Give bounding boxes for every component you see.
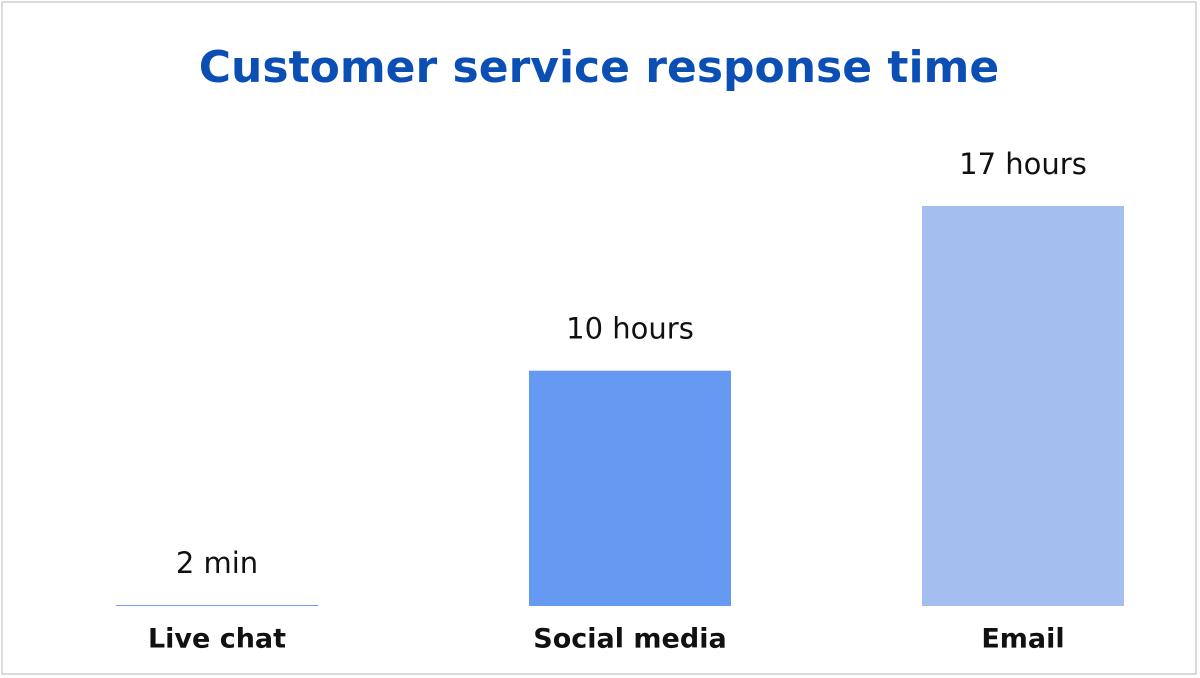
bar <box>116 605 318 606</box>
category-label: Social media <box>533 624 726 655</box>
category-label: Live chat <box>148 624 286 655</box>
bar <box>529 370 731 606</box>
value-label: 17 hours <box>959 147 1087 181</box>
value-label: 10 hours <box>566 312 694 346</box>
chart-title: Customer service response time <box>199 42 999 93</box>
value-label: 2 min <box>176 546 258 580</box>
bar <box>922 206 1124 606</box>
category-label: Email <box>981 624 1064 655</box>
